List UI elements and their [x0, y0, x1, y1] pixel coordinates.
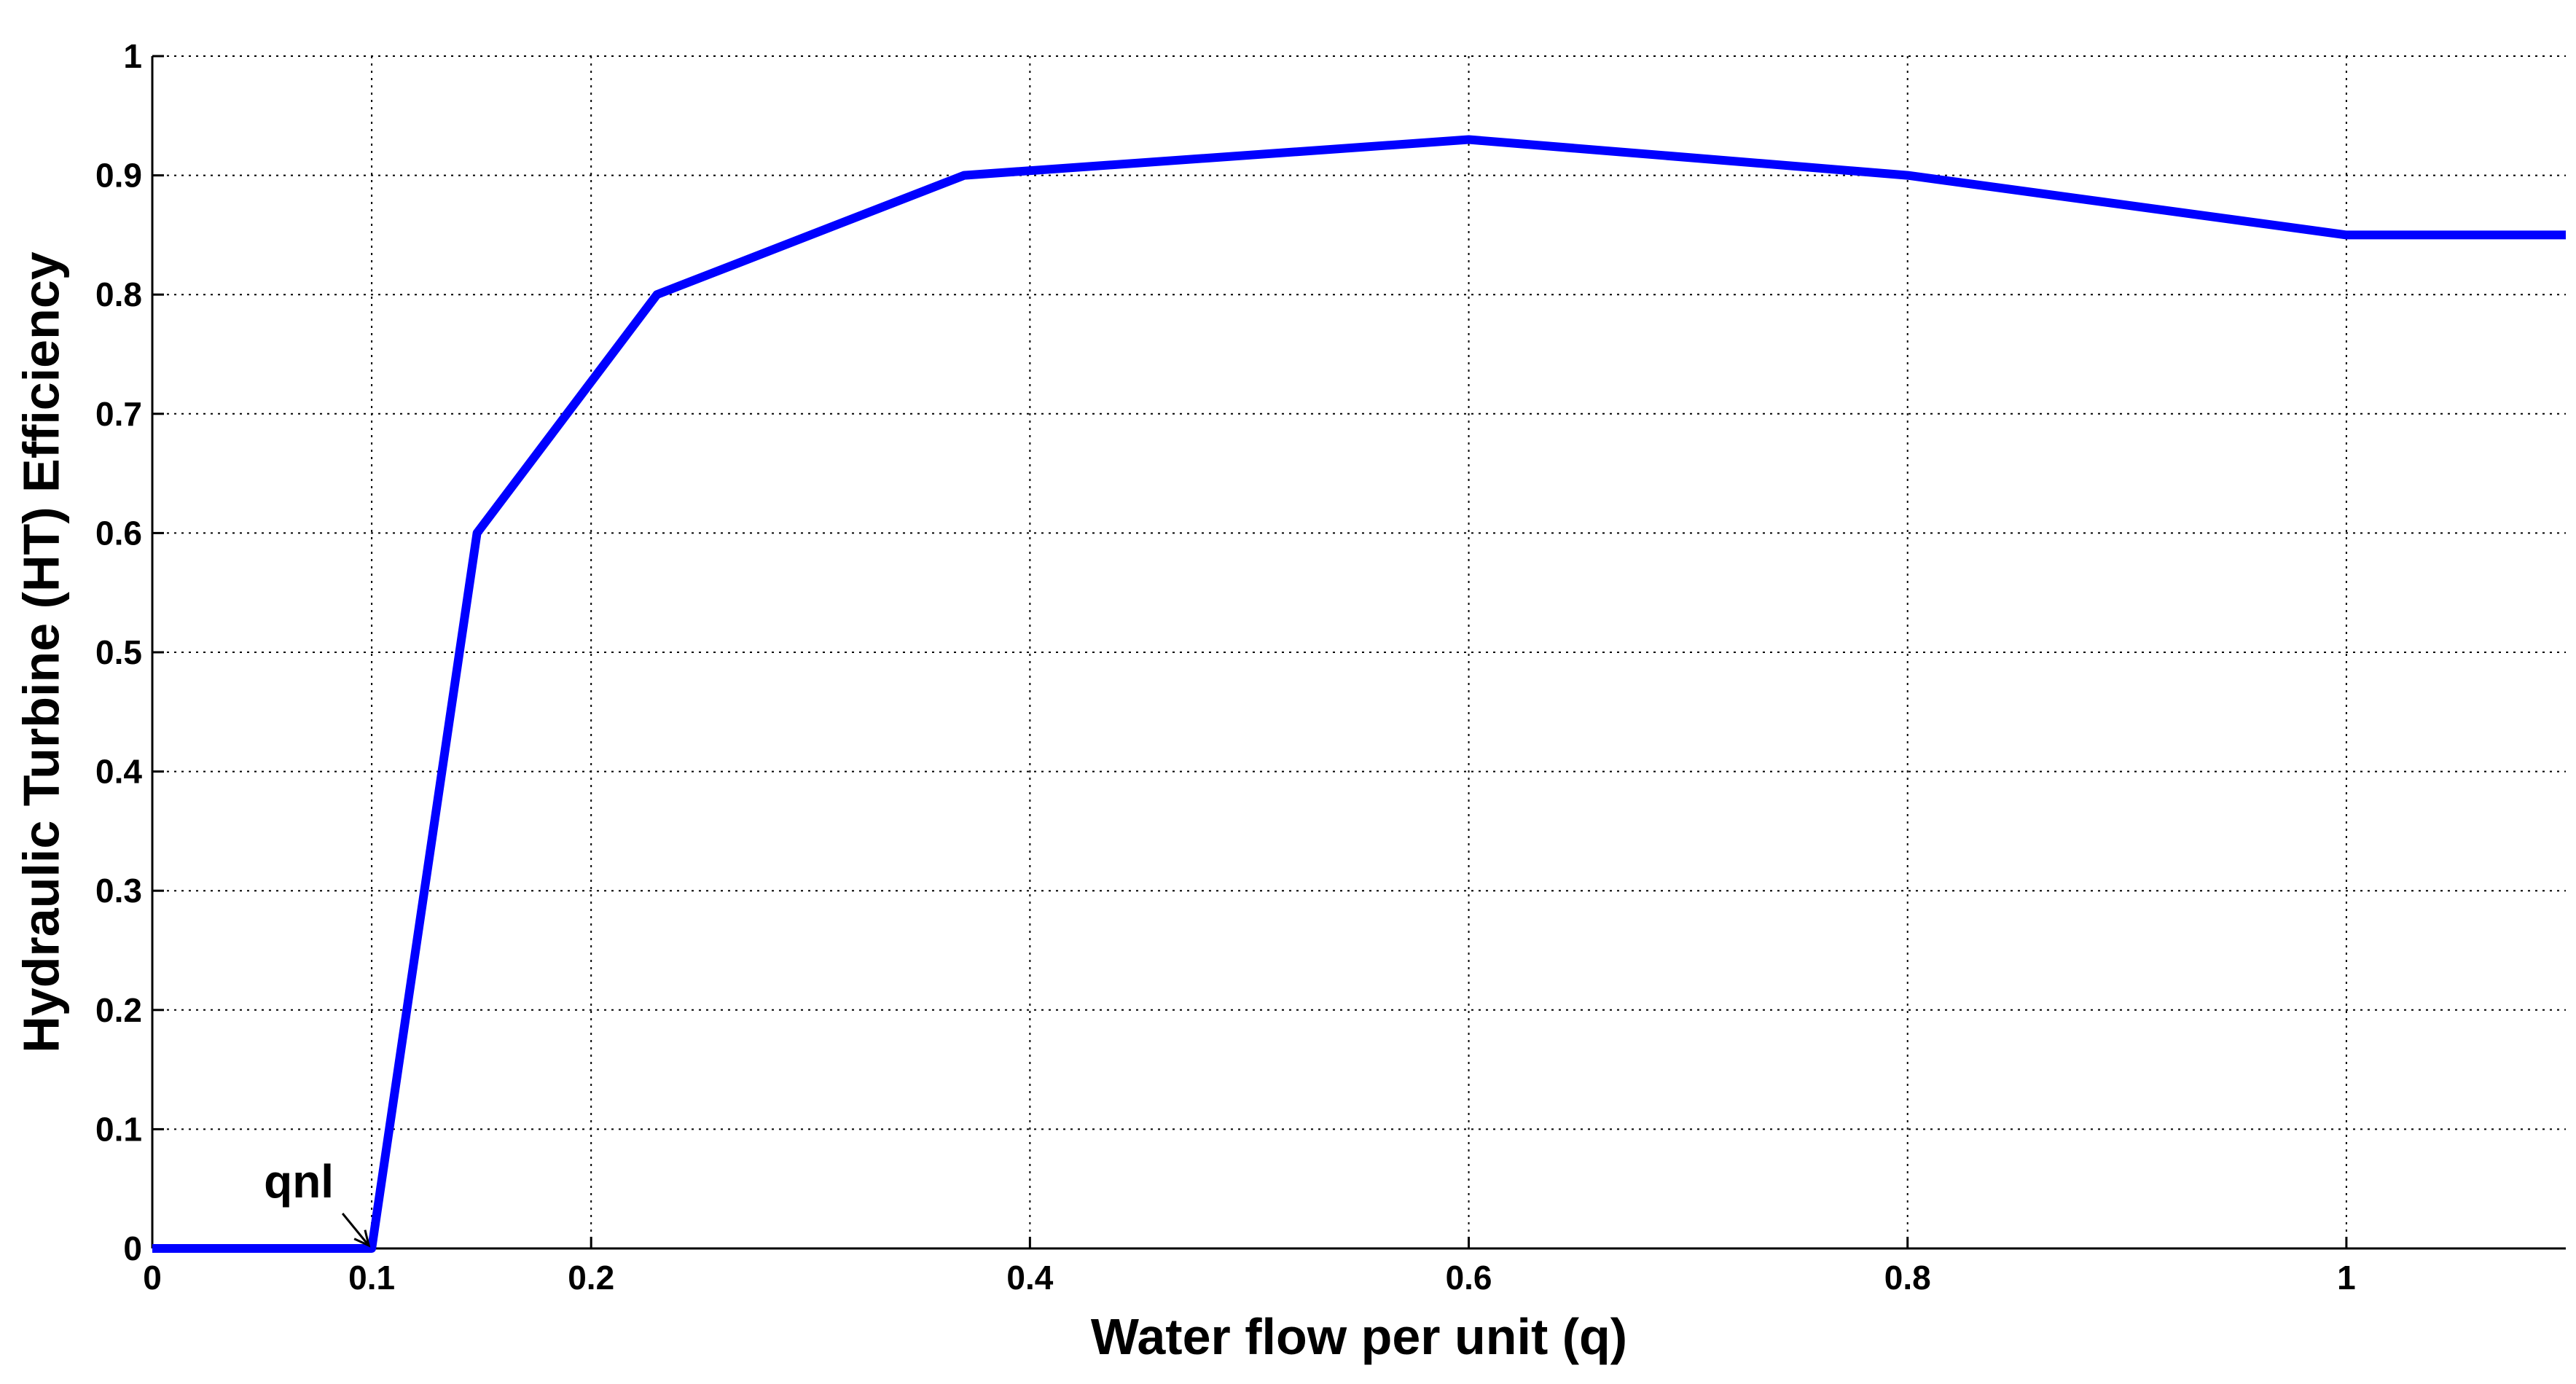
- annotation-label: qnl: [264, 1155, 334, 1208]
- y-axis-title: Hydraulic Turbine (HT) Efficiency: [12, 251, 69, 1052]
- y-tick-label: 0.4: [95, 753, 142, 791]
- annotations: qnl: [264, 1155, 371, 1248]
- y-tick-label: 0.8: [95, 275, 142, 313]
- y-tick-label: 0.3: [95, 872, 142, 910]
- x-tick-label: 0.8: [1884, 1259, 1931, 1297]
- plot-area: [152, 56, 2566, 1248]
- x-tick-label: 0.2: [568, 1259, 614, 1297]
- x-tick-label: 0.1: [348, 1259, 395, 1297]
- grid-lines: [152, 55, 2566, 1248]
- y-tick-label: 0.5: [95, 633, 142, 671]
- y-tick-label: 0.2: [95, 991, 142, 1029]
- y-tick-label: 0: [123, 1229, 142, 1267]
- x-tick-label: 0.6: [1446, 1259, 1492, 1297]
- y-tick-label: 0.6: [95, 514, 142, 552]
- annotation-arrow: [341, 1213, 370, 1246]
- y-tick-label: 0.7: [95, 395, 142, 433]
- plot-frame: [152, 56, 2566, 1248]
- annotation-arrowhead: [353, 1229, 371, 1248]
- y-tick-label: 0.1: [95, 1110, 142, 1148]
- y-tick-label: 1: [123, 37, 142, 75]
- x-tick-label: 0: [143, 1259, 162, 1297]
- series-lines: [152, 135, 2566, 1253]
- y-tick-label: 0.9: [95, 157, 142, 195]
- x-tick-labels: 0 0.1 0.2 0.4 0.6 0.8 1: [143, 1259, 2356, 1297]
- x-axis-title: Water flow per unit (q): [1091, 1308, 1627, 1365]
- x-tick-label: 1: [2337, 1259, 2356, 1297]
- x-tick-label: 0.4: [1006, 1259, 1053, 1297]
- y-tick-labels: 0 0.1 0.2 0.3 0.4 0.5 0.6 0.7 0.8 0.9 1: [95, 37, 142, 1267]
- efficiency-line: [152, 135, 2566, 1253]
